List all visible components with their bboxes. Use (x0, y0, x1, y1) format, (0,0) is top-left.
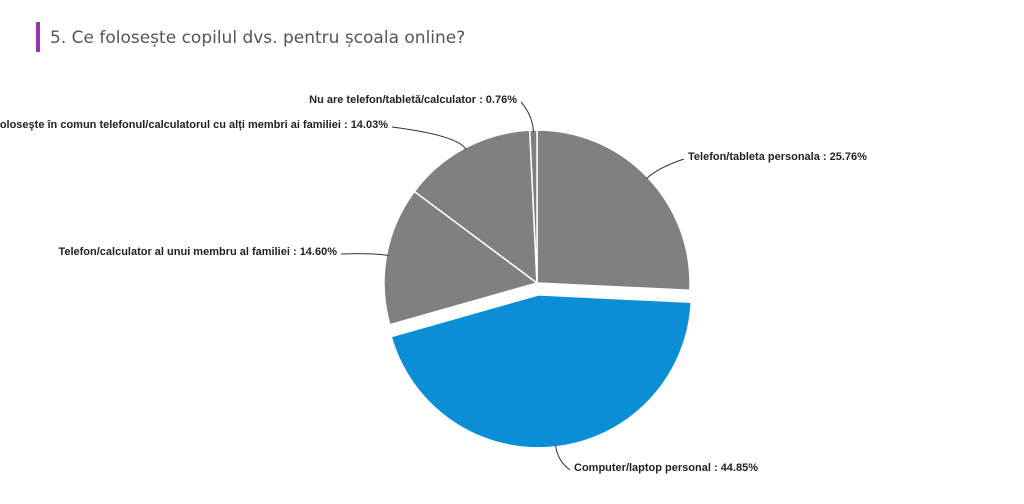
slice-name: Telefon/calculator al unui membru al fam… (58, 246, 289, 258)
slice-value: 44.85% (721, 462, 759, 474)
title-accent (36, 22, 40, 52)
label-separator: : (823, 151, 830, 163)
slice-label: Foloseşte în comun telefonul/calculatoru… (0, 119, 388, 131)
slice-name: Telefon/tableta personala (688, 151, 823, 163)
label-separator: : (476, 94, 486, 106)
leader-line (340, 253, 389, 257)
slice-label: Telefon/tableta personala : 25.76% (688, 151, 867, 163)
slice-name: Nu are telefon/tabletă/calculator (309, 94, 477, 106)
label-separator: : (341, 119, 351, 131)
label-separator: : (290, 246, 300, 258)
slice-value: 14.60% (300, 246, 338, 258)
chart-title: 5. Ce folosește copilul dvs. pentru școa… (50, 28, 465, 48)
slice-label: Computer/laptop personal : 44.85% (574, 462, 758, 474)
slice-name: Foloseşte în comun telefonul/calculatoru… (0, 119, 341, 131)
slice-name: Computer/laptop personal (574, 462, 711, 474)
leader-line (555, 444, 571, 471)
label-separator: : (711, 462, 721, 474)
slice-value: 0.76% (486, 94, 517, 106)
pie-slice (390, 294, 692, 449)
leader-line (391, 126, 467, 150)
slice-value: 25.76% (830, 151, 868, 163)
slice-value: 14.03% (351, 119, 389, 131)
slice-label: Telefon/calculator al unui membru al fam… (58, 246, 337, 258)
leader-line (520, 101, 534, 133)
pie-slice (536, 129, 691, 292)
slice-label: Nu are telefon/tabletă/calculator : 0.76… (309, 94, 517, 106)
leader-line (645, 158, 685, 180)
